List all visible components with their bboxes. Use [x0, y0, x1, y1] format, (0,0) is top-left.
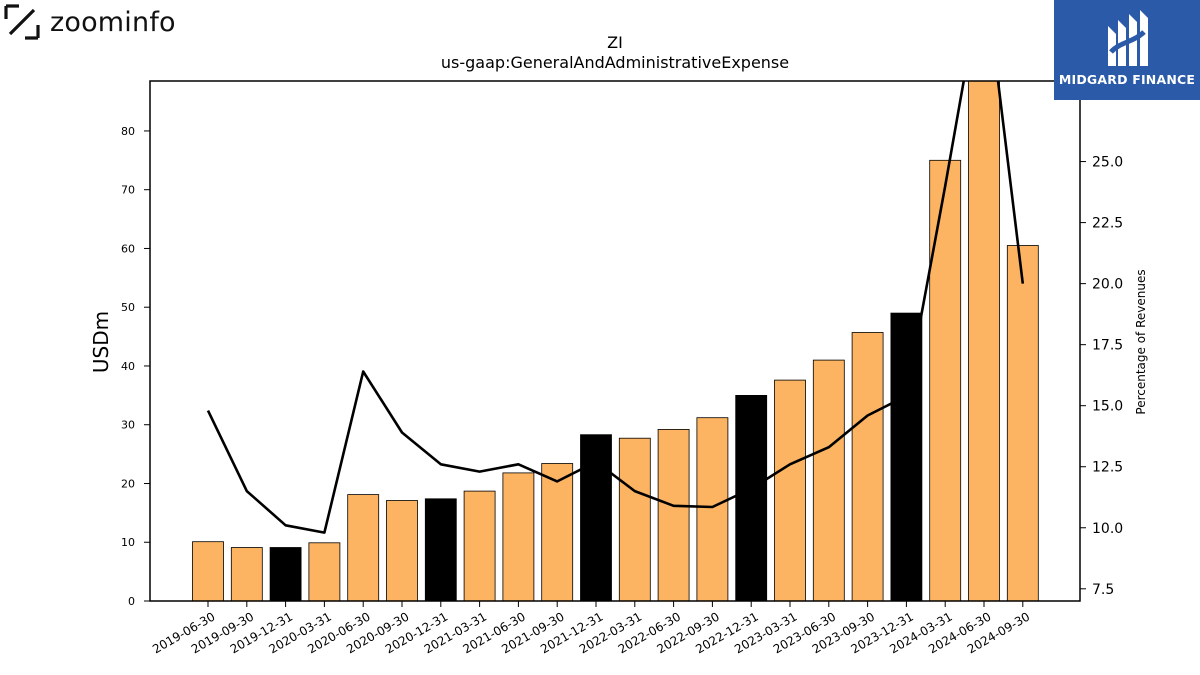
y-tick-label: 20	[121, 477, 135, 490]
y-tick-label: 80	[121, 125, 135, 138]
bar-2021-09-30	[541, 463, 574, 602]
zoominfo-z-logo-icon	[4, 4, 40, 40]
bar-2020-06-30	[347, 494, 380, 602]
y-tick-label: 50	[121, 301, 135, 314]
y2-tick-label: 25.0	[1092, 155, 1123, 171]
y2-tick-label: 17.5	[1092, 338, 1123, 354]
bar-2024-03-31	[929, 159, 962, 602]
y2-tick-label: 22.5	[1092, 216, 1123, 232]
zoominfo-wordmark: zoominfo	[50, 6, 176, 38]
bar-2019-06-30	[192, 541, 224, 602]
y-tick-label: 0	[128, 595, 135, 608]
zoominfo-logo: zoominfo	[4, 4, 176, 40]
bar-2019-09-30	[230, 547, 263, 602]
bar-2021-12-31	[580, 434, 612, 602]
y-axis-label: USDm	[89, 311, 113, 373]
y2-tick-label: 20.0	[1092, 277, 1123, 293]
bar-2019-12-31	[269, 547, 302, 602]
y2-tick-label: 7.5	[1092, 582, 1114, 598]
bar-2023-06-30	[812, 359, 845, 602]
bar-2024-06-30	[968, 80, 1000, 602]
y2-tick-label: 15.0	[1092, 399, 1123, 415]
bar-2020-03-31	[308, 542, 341, 602]
y-tick-label: 30	[121, 419, 135, 432]
chart-subtitle: us-gaap:GeneralAndAdministrativeExpense	[441, 53, 789, 72]
chart-title: ZI	[607, 33, 623, 52]
midgard-finance-logo: MIDGARD FINANCE	[1054, 0, 1200, 100]
midgard-finance-logo-icon	[1108, 10, 1148, 66]
y-tick-label: 10	[121, 536, 135, 549]
midgard-finance-name: MIDGARD FINANCE	[1058, 72, 1196, 87]
plot-frame	[149, 80, 1081, 602]
y-tick-label: 70	[121, 184, 135, 197]
bar-2024-09-30	[1006, 245, 1039, 602]
y2-axis-label: Percentage of Revenues	[1134, 269, 1148, 414]
y2-tick-label: 12.5	[1092, 460, 1123, 476]
y-tick-label: 40	[121, 360, 135, 373]
bar-2021-03-31	[463, 490, 496, 602]
y2-tick-label: 10.0	[1092, 521, 1123, 537]
bar-2020-12-31	[424, 498, 457, 602]
bar-2023-12-31	[890, 312, 923, 602]
bar-2020-09-30	[386, 500, 418, 602]
percentage-of-revenues-line	[206, 81, 1025, 534]
line-series-group	[206, 81, 1025, 534]
bar-2021-06-30	[502, 472, 535, 602]
bar-2022-03-31	[618, 437, 651, 602]
bar-2023-03-31	[774, 379, 806, 602]
bar-2022-12-31	[735, 394, 768, 602]
bars-group	[192, 80, 1039, 602]
bar-2022-09-30	[696, 417, 729, 602]
bar-2022-06-30	[657, 428, 690, 602]
bar-2023-09-30	[851, 332, 884, 602]
y-tick-label: 60	[121, 242, 135, 255]
